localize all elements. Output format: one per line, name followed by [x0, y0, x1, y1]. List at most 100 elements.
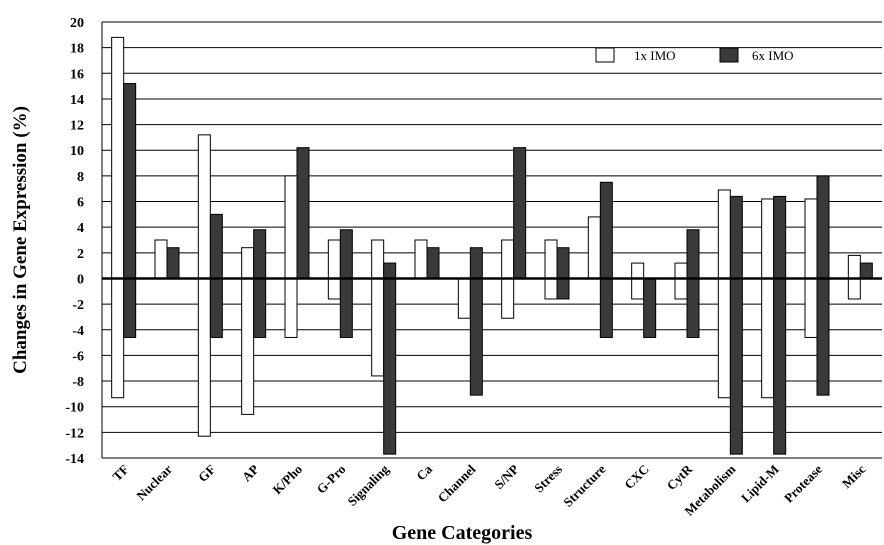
x-category-label: G-Pro [314, 462, 349, 497]
bar-1x-imo-positive [371, 239, 385, 279]
bar-1x-imo-negative [457, 277, 471, 319]
bar-6x-imo-positive [123, 83, 137, 279]
y-tick-label: 10 [70, 144, 84, 159]
bar-6x-imo-negative [599, 277, 613, 338]
bar-1x-imo-negative [804, 277, 818, 338]
bar-1x-imo-positive [804, 198, 818, 279]
bar-1x-imo-positive [414, 239, 428, 279]
x-category-label: CytR [664, 461, 696, 493]
y-tick-label: 18 [70, 42, 84, 57]
bar-6x-imo-positive [686, 229, 700, 279]
bar-1x-imo-positive [717, 189, 731, 279]
gridlines [102, 21, 882, 459]
x-category-label: Signaling [344, 461, 392, 509]
bar-1x-imo-negative [371, 277, 385, 377]
x-category-label: Nuclear [133, 461, 175, 503]
x-category-label: AP [239, 461, 262, 484]
y-tick-label: -10 [65, 401, 84, 416]
bar-6x-imo-positive [513, 147, 527, 279]
y-tick-label: 0 [77, 272, 84, 287]
bar-6x-imo-negative [816, 277, 830, 396]
y-tick-label: -6 [72, 349, 84, 364]
bar-1x-imo-negative [631, 277, 645, 300]
y-tick-label: 14 [70, 93, 84, 108]
bar-6x-imo-negative [643, 277, 657, 338]
bar-1x-imo-negative [847, 277, 861, 300]
bar-6x-imo-negative [773, 277, 787, 455]
x-category-label: TF [109, 461, 131, 483]
bar-6x-imo-negative [556, 277, 570, 300]
bars-group [111, 36, 873, 455]
x-category-label: Protease [781, 461, 825, 505]
x-axis-title: Gene Categories [392, 522, 533, 544]
y-tick-label: 12 [70, 119, 84, 134]
bar-6x-imo-negative [729, 277, 743, 455]
bar-1x-imo-negative [717, 277, 731, 399]
bar-6x-imo-positive [556, 247, 570, 279]
bar-6x-imo-positive [816, 175, 830, 279]
bar-6x-imo-positive [253, 229, 267, 279]
x-category-label: Channel [435, 461, 479, 505]
y-axis-title: Changes in Gene Expression (%) [10, 106, 31, 374]
bar-1x-imo-negative [327, 277, 341, 300]
bar-1x-imo-positive [674, 262, 688, 279]
bar-6x-imo-negative [686, 277, 700, 338]
x-category-label: S/NP [491, 461, 522, 492]
bar-6x-imo-positive [209, 213, 223, 279]
bar-1x-imo-positive [501, 239, 515, 279]
bar-6x-imo-positive [729, 195, 743, 279]
bar-6x-imo-negative [253, 277, 267, 338]
bar-1x-imo-negative [197, 277, 211, 437]
bar-1x-imo-negative [241, 277, 255, 415]
legend-swatch-6x-imo [719, 47, 739, 63]
x-category-label: K/Pho [269, 462, 305, 498]
y-tick-label: -8 [72, 375, 84, 390]
x-category-label: Misc [839, 461, 869, 491]
y-tick-label: 6 [77, 196, 84, 211]
bar-1x-imo-positive [847, 254, 861, 279]
y-tick-label: -4 [72, 324, 84, 339]
x-category-label: Stress [531, 462, 565, 496]
bar-6x-imo-positive [166, 247, 180, 279]
y-tick-label: 16 [70, 67, 84, 82]
bar-6x-imo-positive [469, 247, 483, 279]
bar-1x-imo-negative [111, 277, 125, 399]
bar-1x-imo-negative [761, 277, 775, 399]
bar-6x-imo-positive [773, 195, 787, 279]
bar-6x-imo-positive [599, 181, 613, 279]
legend-swatch-1x-imo [595, 47, 615, 63]
bar-1x-imo-positive [154, 239, 168, 279]
bar-1x-imo-positive [197, 134, 211, 279]
x-category-label: Ca [413, 461, 435, 483]
bar-6x-imo-positive [426, 247, 440, 279]
bar-6x-imo-positive [339, 229, 353, 279]
bar-6x-imo-positive [859, 262, 873, 279]
bar-6x-imo-negative [339, 277, 353, 338]
bar-1x-imo-positive [241, 247, 255, 279]
bar-1x-imo-negative [544, 277, 558, 300]
bar-1x-imo-positive [544, 239, 558, 279]
x-category-label: CXC [621, 462, 652, 493]
bar-6x-imo-negative [469, 277, 483, 396]
axes [101, 22, 882, 458]
bar-1x-imo-positive [284, 175, 298, 279]
x-category-label: Structure [560, 461, 608, 509]
y-tick-label: 4 [77, 221, 84, 236]
legend-label-1x-imo: 1x IMO [634, 48, 676, 63]
legend-label-6x-imo: 6x IMO [752, 48, 794, 63]
y-tick-label: 20 [70, 16, 84, 31]
y-tick-label: -14 [65, 452, 84, 467]
y-tick-label: -2 [72, 298, 84, 313]
legend: 1x IMO 6x IMO [595, 47, 794, 63]
bar-1x-imo-positive [111, 36, 125, 279]
y-tick-label: 2 [77, 247, 84, 262]
bar-1x-imo-negative [674, 277, 688, 300]
bar-6x-imo-positive [383, 262, 397, 279]
y-tick-label: 8 [77, 170, 84, 185]
bar-6x-imo-negative [383, 277, 397, 455]
bar-1x-imo-negative [501, 277, 515, 319]
bar-6x-imo-negative [209, 277, 223, 338]
